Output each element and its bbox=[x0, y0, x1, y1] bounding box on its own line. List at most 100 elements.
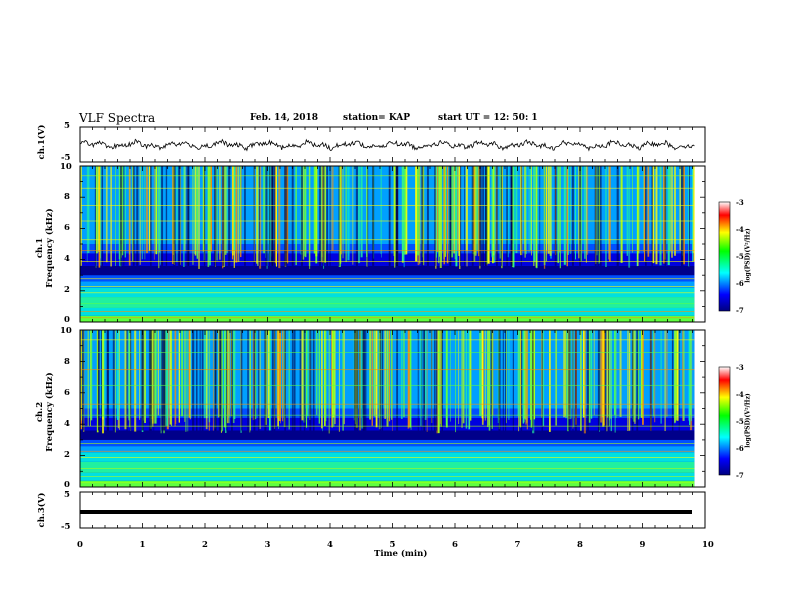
spectrogram-gap bbox=[195, 330, 198, 431]
spectrogram-streak bbox=[315, 166, 318, 257]
spectrogram-streak bbox=[366, 166, 368, 267]
spectrogram-streak bbox=[587, 166, 589, 255]
x-tick-label: 5 bbox=[389, 540, 396, 550]
spectrogram-streak bbox=[219, 166, 221, 260]
spectrogram-band bbox=[80, 452, 695, 462]
spectrogram-streak bbox=[185, 330, 187, 432]
ch1-freq-tick-8: 8 bbox=[64, 192, 70, 202]
spectrogram-streak bbox=[174, 330, 177, 424]
spectrogram-streak bbox=[557, 166, 559, 264]
spectrogram-gap bbox=[284, 330, 286, 431]
spectrogram-gap bbox=[186, 166, 189, 266]
spectrogram-streak bbox=[306, 330, 308, 428]
spectrogram-streak bbox=[139, 166, 141, 265]
spectrogram-streak bbox=[331, 330, 333, 428]
spectrogram-streak bbox=[268, 330, 271, 431]
spectrogram-streak bbox=[675, 330, 678, 421]
spectrogram-streak bbox=[643, 166, 646, 262]
date-label: Feb. 14, 2018 bbox=[250, 113, 319, 123]
spectrogram-streak bbox=[570, 166, 572, 254]
spectrogram-tone bbox=[80, 414, 695, 416]
spectrogram-streak bbox=[469, 330, 472, 421]
spectrogram-streak bbox=[439, 166, 442, 268]
spectrogram-streak bbox=[627, 330, 629, 432]
spectrogram-tone bbox=[80, 369, 695, 371]
spectrogram-streak bbox=[559, 166, 561, 253]
spectrogram-streak bbox=[469, 330, 471, 429]
spectrogram-streak bbox=[333, 330, 336, 416]
spectrogram-gap bbox=[372, 166, 375, 266]
spectrogram-gap bbox=[512, 330, 514, 431]
spectrogram-gap bbox=[291, 166, 294, 266]
spectrogram-streak bbox=[139, 330, 141, 420]
spectrogram-streak bbox=[99, 166, 101, 259]
spectrogram-streak bbox=[324, 166, 327, 263]
spectrogram-streak bbox=[233, 166, 236, 251]
spectrogram-streak bbox=[567, 330, 569, 432]
spectrogram-gap bbox=[101, 166, 103, 266]
spectrogram-streak bbox=[476, 166, 479, 252]
spectrogram-streak bbox=[426, 330, 428, 432]
spectrogram-gap bbox=[179, 166, 181, 266]
spectrogram-streak bbox=[405, 166, 408, 255]
spectrogram-streak bbox=[343, 330, 345, 425]
spectrogram-streak bbox=[160, 166, 161, 265]
spectrogram-streak bbox=[183, 166, 185, 267]
spectrogram-streak bbox=[497, 330, 499, 424]
spectrogram-gap bbox=[664, 166, 667, 266]
spectrogram-gap bbox=[441, 330, 444, 431]
spectrogram-gap bbox=[359, 330, 361, 431]
spectrogram-streak bbox=[444, 166, 447, 257]
spectrogram-streak bbox=[458, 330, 460, 425]
spectrogram-tone bbox=[80, 261, 695, 262]
spectrogram-tone bbox=[80, 175, 695, 177]
spectrogram-streak bbox=[479, 330, 481, 416]
spectrogram-streak bbox=[530, 330, 532, 428]
spectrogram-gap bbox=[165, 166, 168, 266]
spectrogram-streak bbox=[334, 330, 336, 425]
spectrogram-streak bbox=[146, 166, 148, 254]
spectrogram-streak bbox=[100, 166, 102, 266]
spectrogram-gap bbox=[231, 330, 233, 431]
spectrogram-streak bbox=[212, 330, 214, 431]
spectrogram-tone bbox=[80, 220, 695, 222]
spectrogram-streak bbox=[153, 166, 155, 260]
spectrogram-streak bbox=[446, 166, 449, 264]
spectrogram-streak bbox=[655, 166, 658, 265]
x-tick-label: 4 bbox=[327, 540, 333, 550]
spectrogram-gap bbox=[480, 166, 482, 266]
spectrogram-gap bbox=[264, 330, 267, 431]
spectrogram-streak bbox=[342, 166, 344, 259]
spectrogram-streak bbox=[278, 330, 281, 422]
spectrogram-streak bbox=[652, 330, 655, 417]
ch2-freq-tick-8: 8 bbox=[64, 357, 70, 367]
spectrogram-gap bbox=[678, 330, 680, 431]
spectrogram-gap bbox=[417, 330, 419, 431]
spectrogram-streak bbox=[128, 166, 131, 266]
spectrogram-streak bbox=[575, 166, 577, 260]
spectrogram-streak bbox=[596, 166, 598, 256]
spectrogram-streak bbox=[121, 166, 124, 256]
spectrogram-streak bbox=[481, 330, 484, 419]
spectrogram-streak bbox=[232, 330, 235, 424]
spectrogram-streak bbox=[226, 330, 229, 424]
spectrogram-gap bbox=[178, 166, 180, 266]
spectrogram-streak bbox=[259, 166, 262, 269]
spectrogram-streak bbox=[374, 330, 376, 417]
spectrogram-streak bbox=[216, 166, 218, 261]
ch1-ytick-top: 5 bbox=[64, 121, 70, 131]
spectrogram-streak bbox=[531, 166, 532, 256]
spectrogram-streak bbox=[408, 330, 411, 428]
spectrogram-streak bbox=[523, 330, 526, 419]
x-tick-label: 3 bbox=[264, 540, 271, 550]
spectrogram-streak bbox=[457, 166, 458, 251]
spectrogram-streak bbox=[403, 330, 405, 418]
spectrogram-gap bbox=[482, 166, 485, 266]
spectrogram-streak bbox=[320, 166, 322, 262]
spectrogram-streak bbox=[148, 166, 151, 252]
spectrogram-streak bbox=[667, 166, 670, 266]
spectrogram-gap bbox=[597, 330, 599, 431]
spectrogram-gap bbox=[598, 330, 601, 431]
spectrogram-streak bbox=[203, 330, 206, 419]
spectrogram-streak bbox=[237, 166, 240, 262]
